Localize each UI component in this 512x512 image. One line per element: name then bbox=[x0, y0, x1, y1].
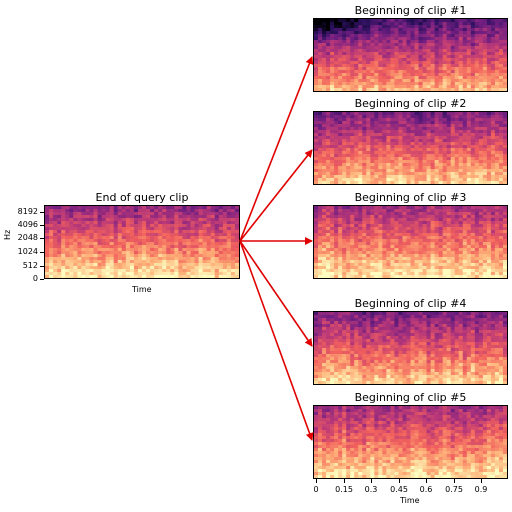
clip-title: Beginning of clip #3 bbox=[354, 191, 467, 204]
x-tick-label: 0.75 bbox=[445, 485, 463, 494]
arrow-to-clip-1 bbox=[239, 56, 314, 242]
x-tick-label: 0 bbox=[313, 485, 319, 494]
x-tick-label: 0.9 bbox=[474, 485, 488, 494]
query-title: End of query clip bbox=[95, 191, 189, 204]
y-axis-title: Hz bbox=[3, 229, 12, 240]
clip-spectrogram bbox=[313, 18, 508, 92]
clip-spectrogram bbox=[313, 205, 508, 279]
clip-title: Beginning of clip #5 bbox=[354, 391, 467, 404]
clip-spectrogram-image bbox=[314, 312, 507, 384]
x-axis-title: Time bbox=[400, 496, 420, 505]
clip-title: Beginning of clip #1 bbox=[354, 4, 467, 17]
y-tick-label: 1024 bbox=[17, 247, 38, 256]
x-tick-label: 0.3 bbox=[364, 485, 378, 494]
y-tick-label: 0 bbox=[32, 274, 38, 283]
x-tick-label: 0.15 bbox=[335, 485, 353, 494]
y-tick-label: 8192 bbox=[17, 207, 38, 216]
clip-spectrogram-image bbox=[314, 19, 507, 91]
clip-spectrogram-image bbox=[314, 406, 507, 478]
y-tick-label: 4096 bbox=[17, 220, 38, 229]
clip-spectrogram bbox=[313, 311, 508, 385]
clip-spectrogram-image bbox=[314, 206, 507, 278]
x-tick-label: 0.6 bbox=[419, 485, 433, 494]
y-tick-label: 512 bbox=[22, 261, 38, 270]
x-axis-title: Time bbox=[132, 285, 152, 294]
clip-spectrogram bbox=[313, 111, 508, 185]
query-spectrogram bbox=[44, 205, 240, 279]
clip-title: Beginning of clip #4 bbox=[354, 297, 467, 310]
clip-spectrogram bbox=[313, 405, 508, 479]
x-tick-label: 0.45 bbox=[390, 485, 408, 494]
y-tick-label: 2048 bbox=[17, 233, 38, 242]
clip-title: Beginning of clip #2 bbox=[354, 97, 467, 110]
arrow-to-clip-2 bbox=[239, 149, 313, 242]
arrow-to-clip-5 bbox=[239, 240, 314, 441]
clip-spectrogram-image bbox=[314, 112, 507, 184]
query-spectrogram-image bbox=[45, 206, 239, 278]
arrow-to-clip-4 bbox=[239, 240, 313, 347]
